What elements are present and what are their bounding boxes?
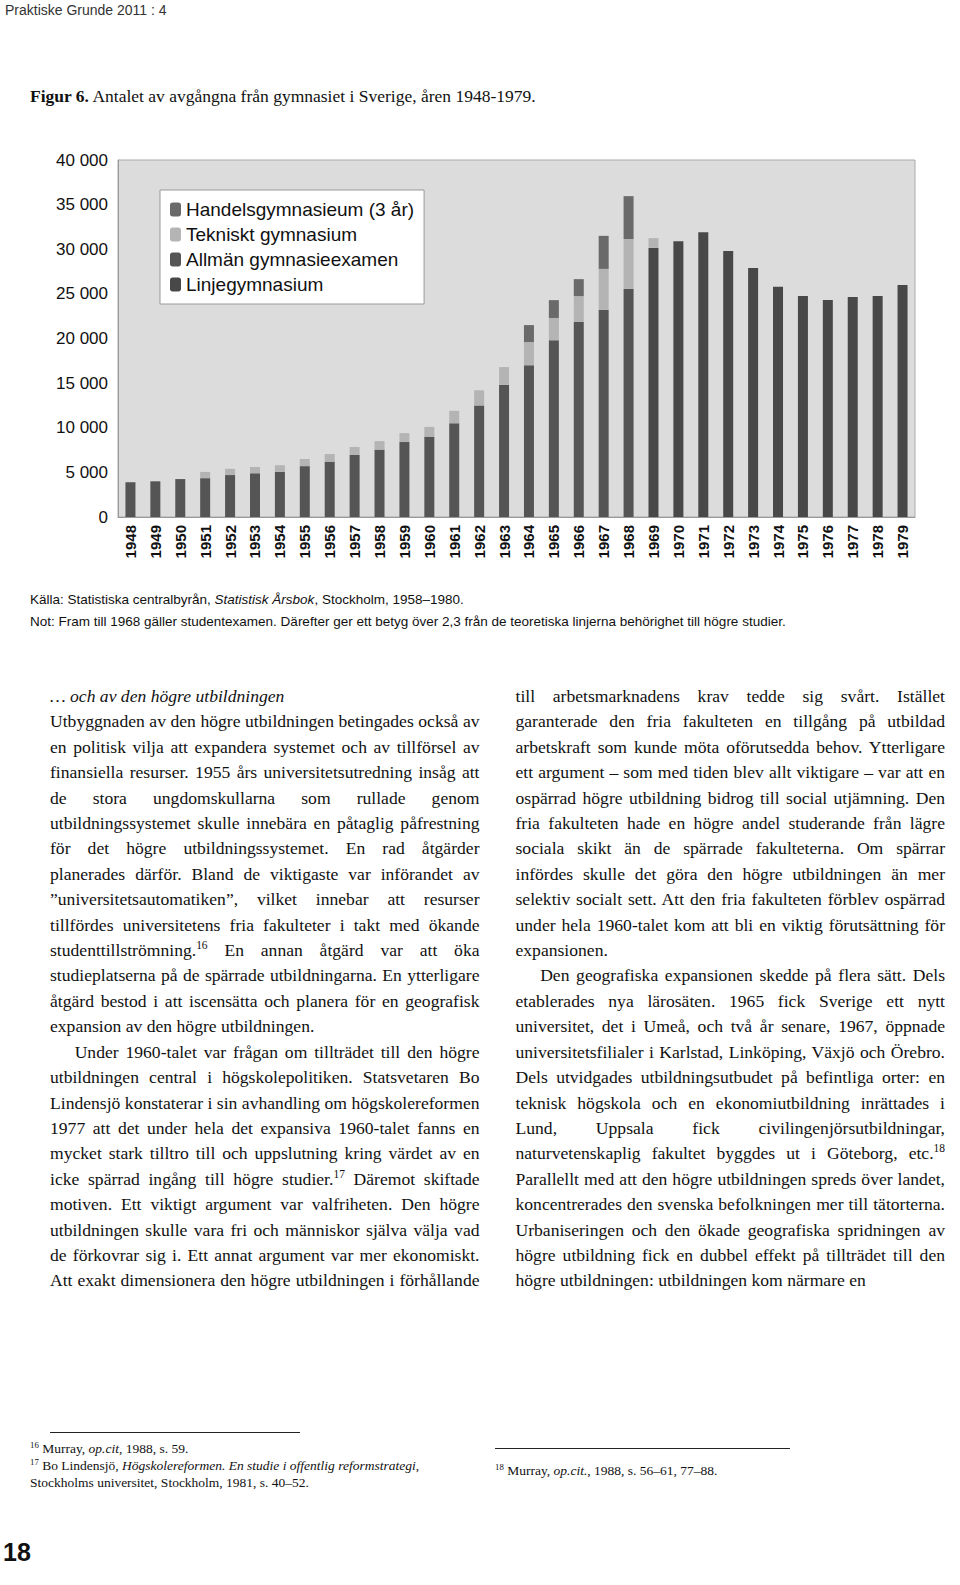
html-text:Not: Fram till 1968 gäller stu: Not: Fram till 1968 gäller studentexamen…	[30, 614, 786, 629]
svg-text:1975: 1975	[794, 525, 811, 558]
html-text:17Bo Lindensjö, Högskolereform: 17Bo Lindensjö, Högskolereformen. En stu…	[30, 1456, 420, 1490]
svg-text:1953: 1953	[246, 525, 263, 558]
svg-text:1957: 1957	[346, 525, 363, 558]
svg-text:40 000: 40 000	[56, 151, 108, 170]
svg-text:1976: 1976	[819, 525, 836, 558]
svg-text:1978: 1978	[869, 525, 886, 558]
svg-text:1965: 1965	[545, 525, 562, 558]
svg-text:1972: 1972	[720, 525, 737, 558]
svg-text:1954: 1954	[271, 524, 288, 558]
html-text:Den geografiska expansionen sk: Den geografiska expansionen skedde på fl…	[515, 965, 945, 1164]
svg-text:20 000: 20 000	[56, 329, 108, 348]
svg-text:35 000: 35 000	[56, 195, 108, 214]
svg-text:1951: 1951	[197, 525, 214, 558]
svg-text:1979: 1979	[894, 525, 911, 558]
svg-text:1958: 1958	[371, 525, 388, 558]
svg-text:Tekniskt gymnasium: Tekniskt gymnasium	[186, 224, 357, 245]
svg-text:5 000: 5 000	[65, 463, 108, 482]
svg-text:Linjegymnasium: Linjegymnasium	[186, 274, 323, 295]
svg-text:1950: 1950	[172, 525, 189, 558]
svg-text:1961: 1961	[446, 525, 463, 558]
svg-text:30 000: 30 000	[56, 240, 108, 259]
html-text:18Murray, op.cit., 1988, s. 56: 18Murray, op.cit., 1988, s. 56–61, 77–88…	[495, 1461, 718, 1478]
svg-text:1963: 1963	[496, 525, 513, 558]
html-text:Källa: Statistiska centralbyrå: Källa: Statistiska centralbyrån, Statist…	[30, 592, 464, 607]
svg-text:1966: 1966	[570, 525, 587, 558]
svg-text:1977: 1977	[844, 525, 861, 558]
svg-text:1973: 1973	[745, 525, 762, 558]
svg-text:1948: 1948	[122, 525, 139, 558]
html-text:Figur 6. Antalet av avgångna f: Figur 6. Antalet av avgångna från gymnas…	[30, 86, 536, 106]
svg-text:1956: 1956	[321, 525, 338, 558]
svg-text:1964: 1964	[520, 524, 537, 558]
html-text:Parallellt med att den högre u: Parallellt med att den högre utbildninge…	[515, 1168, 945, 1291]
html-text:Utbyggnaden av den högre utbil: Utbyggnaden av den högre utbildningen be…	[50, 711, 480, 1037]
svg-text:1962: 1962	[471, 525, 488, 558]
svg-text:1949: 1949	[147, 525, 164, 558]
svg-text:Handelsgymnasieum (3 år): Handelsgymnasieum (3 år)	[186, 199, 414, 220]
svg-text:15 000: 15 000	[56, 374, 108, 393]
svg-text:1959: 1959	[396, 525, 413, 558]
html-text:Under 1960-talet var frågan om: Under 1960-talet var frågan om tillträde…	[50, 686, 945, 1291]
svg-text:10 000: 10 000	[56, 418, 108, 437]
svg-text:1968: 1968	[620, 525, 637, 558]
svg-text:1974: 1974	[770, 524, 787, 558]
svg-text:25 000: 25 000	[56, 284, 108, 303]
svg-text:1952: 1952	[222, 525, 239, 558]
html-text:18: 18	[3, 1538, 31, 1566]
svg-text:Allmän gymnasieexamen: Allmän gymnasieexamen	[186, 249, 398, 270]
svg-text:1960: 1960	[421, 525, 438, 558]
svg-text:1971: 1971	[695, 525, 712, 558]
svg-text:1955: 1955	[296, 525, 313, 558]
svg-text:1967: 1967	[595, 525, 612, 558]
html-text:Praktiske Grunde 2011 : 4: Praktiske Grunde 2011 : 4	[5, 2, 167, 18]
html-text:… och av den högre utbildninge: … och av den högre utbildningen	[50, 686, 285, 706]
svg-text:1970: 1970	[670, 525, 687, 558]
html-text:16Murray, op.cit, 1988, s. 59.: 16Murray, op.cit, 1988, s. 59.	[30, 1439, 189, 1456]
svg-text:1969: 1969	[645, 525, 662, 558]
svg-text:0: 0	[99, 508, 108, 527]
